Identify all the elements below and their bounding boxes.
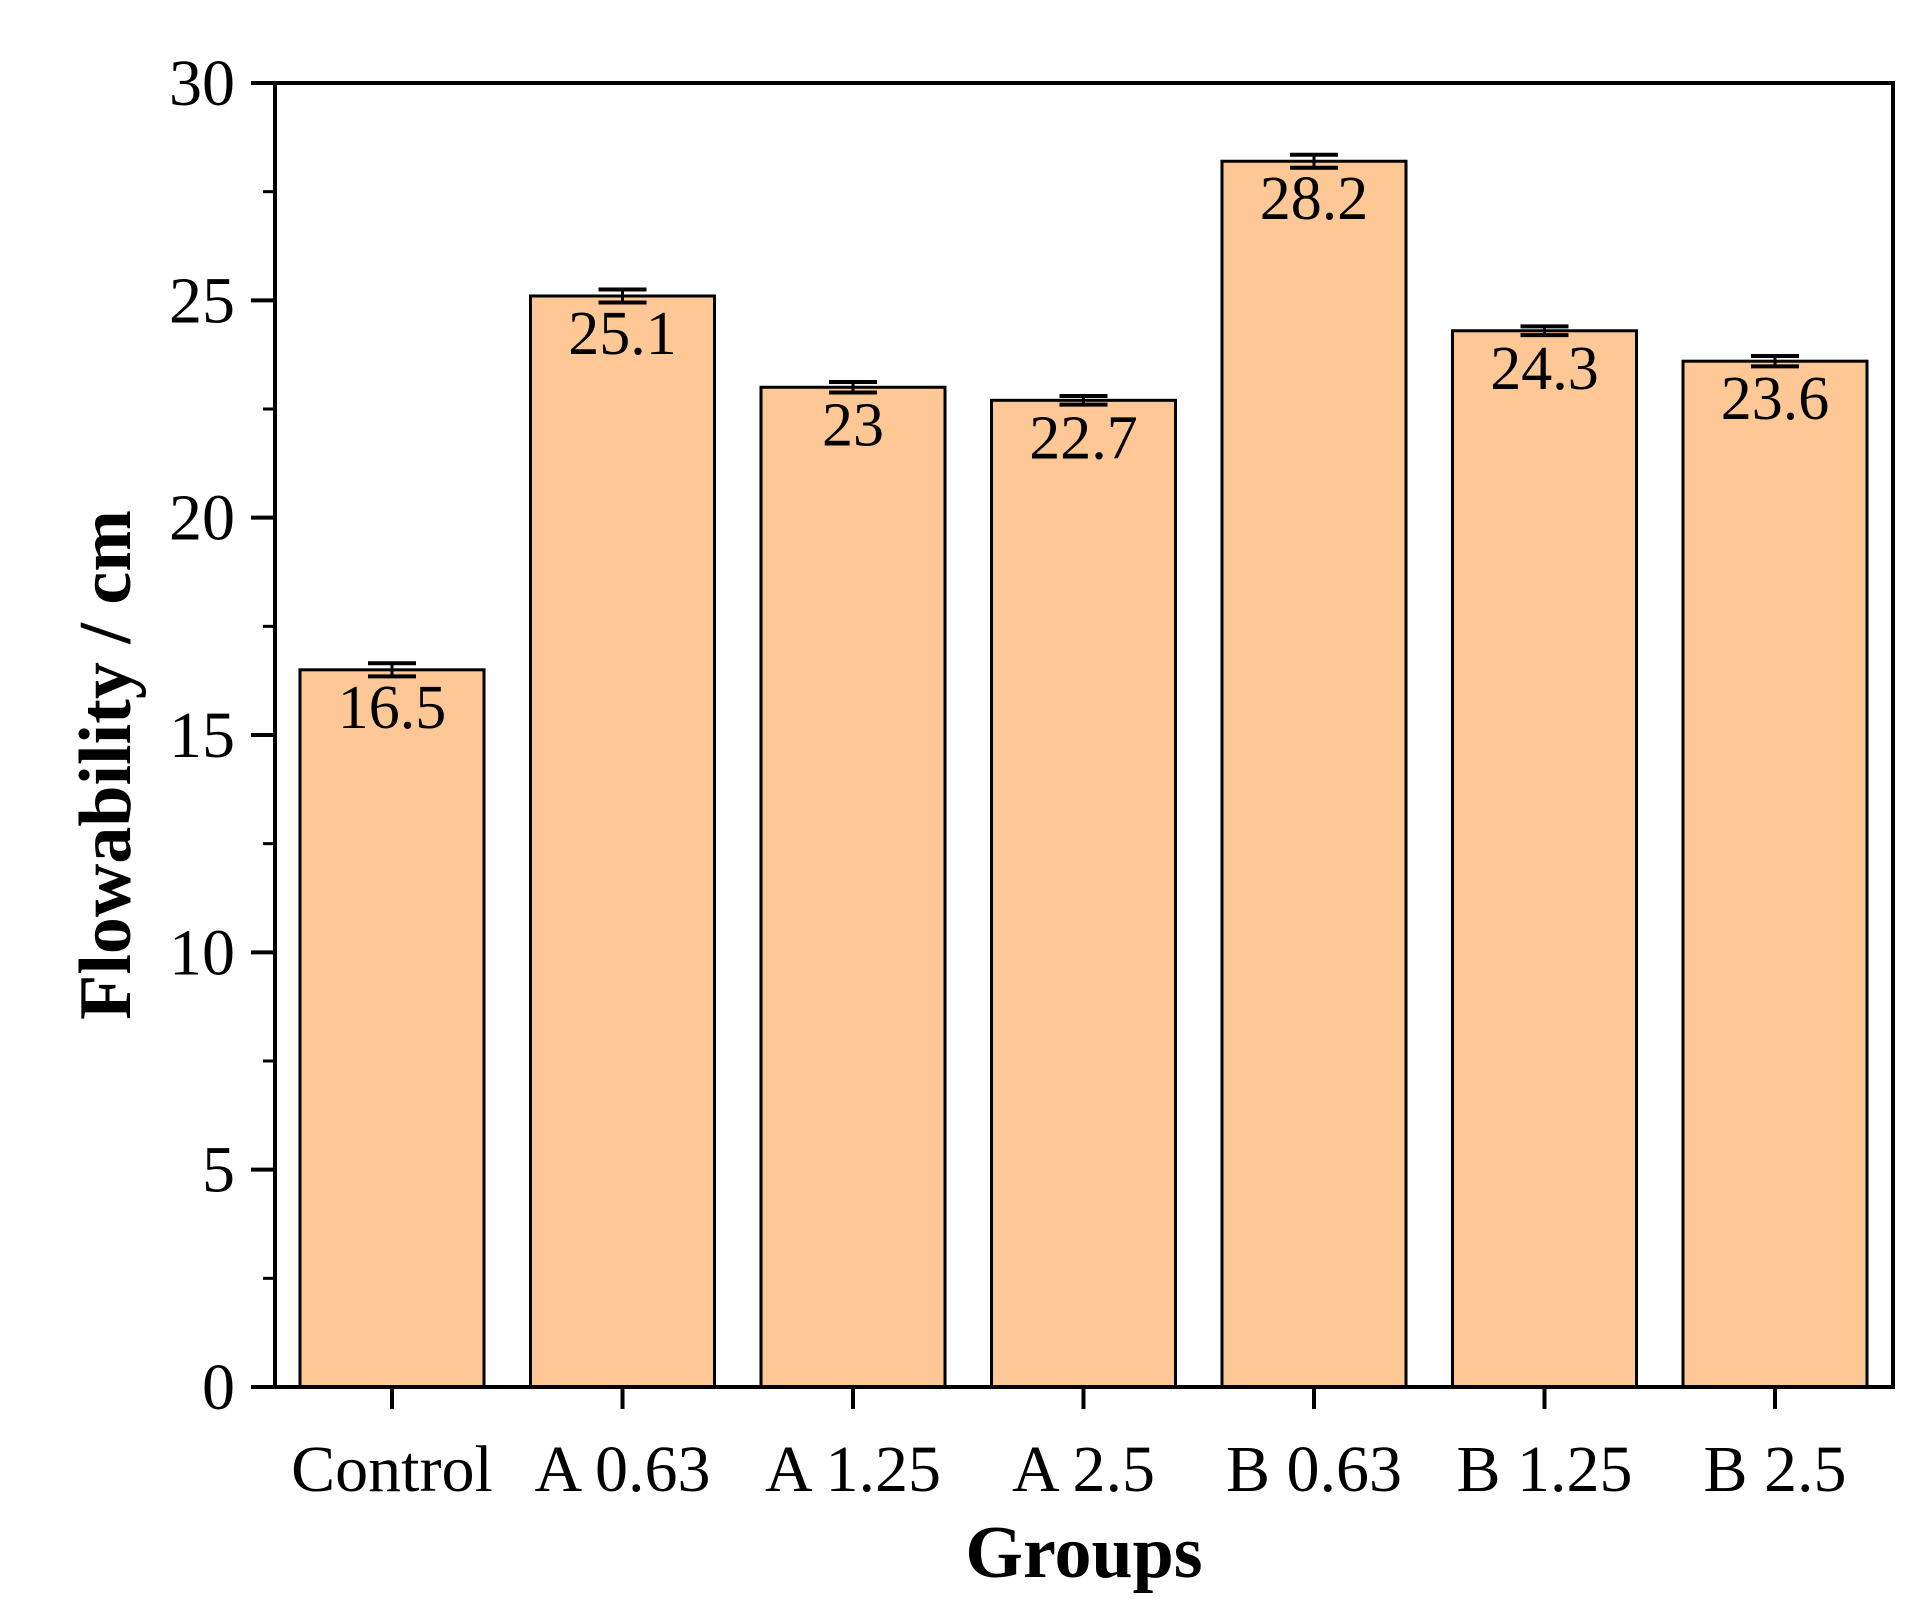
data-label: 23.6 xyxy=(1721,365,1830,433)
error-bar xyxy=(1059,393,1108,407)
y-tick-label: 5 xyxy=(202,1134,235,1207)
bar-a-1-25 xyxy=(759,385,947,1389)
y-tick-label: 30 xyxy=(169,47,235,120)
bar-b-2-5 xyxy=(1681,359,1869,1389)
bar-a-0-63 xyxy=(529,294,716,1389)
data-label: 24.3 xyxy=(1490,335,1599,403)
error-bars-layer xyxy=(368,152,1799,679)
bar-control xyxy=(298,668,486,1389)
data-label: 16.5 xyxy=(338,674,447,742)
x-tick-label: A 1.25 xyxy=(765,1433,941,1506)
error-bar xyxy=(598,287,647,305)
bar-b-1-25 xyxy=(1451,329,1638,1389)
y-tick-label: 25 xyxy=(169,264,235,337)
x-axis: Control A 0.63 A 1.25 A 2.5 B 0.63 B 1.25 B 2.… xyxy=(291,1387,1847,1506)
x-tick-label: B 0.63 xyxy=(1226,1433,1402,1506)
error-bar xyxy=(829,380,877,395)
x-axis-title: Groups xyxy=(965,1512,1202,1594)
error-bar xyxy=(368,661,416,679)
bar-b-0-63 xyxy=(1220,159,1408,1389)
bar-a-2-5 xyxy=(990,398,1177,1389)
x-tick-label: Control xyxy=(291,1433,493,1506)
y-axis-title: Flowability / cm xyxy=(65,510,147,1020)
data-label: 22.7 xyxy=(1029,404,1138,472)
y-axis: 0 5 10 15 20 25 30 xyxy=(169,47,275,1424)
x-tick-label: B 2.5 xyxy=(1703,1433,1846,1506)
y-tick-label: 20 xyxy=(169,482,235,555)
data-label: 28.2 xyxy=(1260,165,1369,233)
y-tick-label: 15 xyxy=(169,699,235,772)
data-label: 23 xyxy=(822,391,884,459)
error-bar xyxy=(1520,324,1569,338)
x-tick-label: B 1.25 xyxy=(1456,1433,1632,1506)
error-bar xyxy=(1751,353,1799,369)
data-label: 25.1 xyxy=(568,300,677,368)
y-tick-label: 0 xyxy=(202,1351,235,1424)
error-bar xyxy=(1290,152,1338,170)
x-tick-label: A 2.5 xyxy=(1012,1433,1155,1506)
data-labels-layer: 16.5 25.1 23 22.7 28.2 24.3 23.6 xyxy=(338,165,1830,742)
bars-layer xyxy=(298,159,1869,1389)
x-tick-label: A 0.63 xyxy=(534,1433,710,1506)
y-tick-label: 10 xyxy=(169,916,235,989)
